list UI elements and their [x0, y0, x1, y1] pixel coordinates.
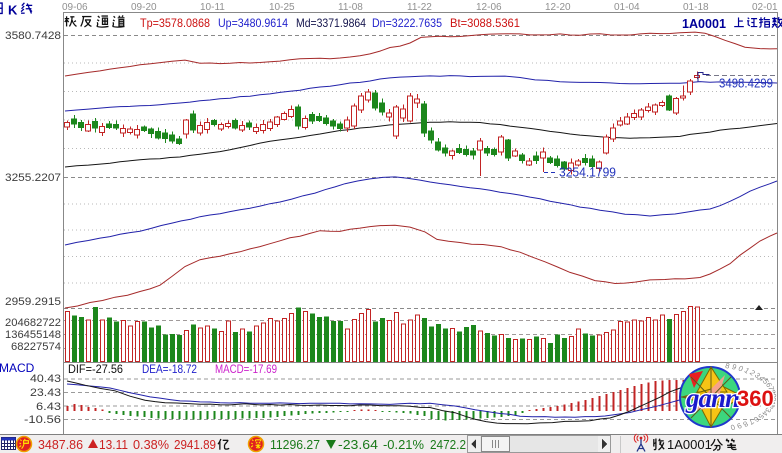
svg-text:2: 2	[766, 403, 776, 410]
svg-text:68227574: 68227574	[11, 341, 61, 353]
svg-text:MACD: MACD	[0, 361, 35, 375]
svg-text:7: 7	[766, 385, 776, 391]
svg-text:8: 8	[724, 361, 730, 371]
svg-text:09-20: 09-20	[131, 2, 157, 13]
svg-text:204682722: 204682722	[5, 317, 61, 329]
svg-text:01-18: 01-18	[683, 2, 709, 13]
svg-text:3: 3	[753, 371, 762, 380]
svg-text:13.11: 13.11	[99, 437, 128, 452]
svg-text:K: K	[8, 3, 18, 18]
svg-text:9: 9	[769, 393, 778, 397]
svg-text:136455148: 136455148	[5, 329, 61, 341]
svg-text:3255.2207: 3255.2207	[5, 172, 61, 184]
svg-text:Tp=3578.0868: Tp=3578.0868	[140, 16, 210, 30]
svg-text:2472.2: 2472.2	[430, 437, 466, 452]
svg-text:gann: gann	[685, 383, 739, 413]
svg-text:1A0001: 1A0001	[667, 437, 712, 452]
svg-text:1: 1	[768, 400, 778, 406]
svg-text:3487.86: 3487.86	[38, 437, 83, 452]
svg-text:1: 1	[743, 366, 752, 376]
svg-text:DEA=-18.72: DEA=-18.72	[142, 362, 197, 376]
svg-text:3580.7428: 3580.7428	[5, 30, 61, 42]
svg-text:12-06: 12-06	[476, 2, 502, 13]
svg-text:5: 5	[761, 378, 771, 386]
svg-text:9: 9	[731, 362, 738, 372]
svg-text:2959.2915: 2959.2915	[5, 296, 61, 308]
svg-text:Md=3371.9864: Md=3371.9864	[296, 16, 366, 30]
svg-text:9: 9	[735, 421, 743, 431]
svg-text:0: 0	[729, 422, 736, 432]
svg-text:-23.64: -23.64	[338, 437, 378, 452]
svg-text:09-06: 09-06	[62, 2, 88, 13]
svg-text:4: 4	[760, 409, 770, 417]
svg-text:5: 5	[756, 412, 766, 421]
svg-text:02-01: 02-01	[752, 2, 778, 13]
svg-text:10-11: 10-11	[200, 2, 225, 13]
svg-text:Bt=3088.5361: Bt=3088.5361	[450, 16, 520, 30]
svg-text:Up=3480.9614: Up=3480.9614	[218, 16, 288, 30]
svg-text:MACD=-17.69: MACD=-17.69	[215, 362, 277, 376]
svg-text:360: 360	[737, 386, 774, 411]
svg-text:2941.89: 2941.89	[174, 437, 216, 452]
svg-text:8: 8	[768, 389, 778, 395]
svg-text:6.43: 6.43	[36, 401, 61, 413]
svg-text:10-25: 10-25	[269, 2, 295, 13]
svg-text:3498.4299: 3498.4299	[719, 76, 773, 91]
svg-text:-10.56: -10.56	[24, 414, 61, 426]
svg-text:3254.1799: 3254.1799	[559, 165, 616, 180]
svg-text:01-04: 01-04	[614, 2, 640, 13]
svg-text:23.43: 23.43	[30, 387, 61, 399]
svg-text:12-20: 12-20	[545, 2, 571, 13]
svg-text:6: 6	[764, 381, 774, 388]
svg-text:40.43: 40.43	[30, 373, 61, 385]
svg-text:3: 3	[763, 406, 773, 413]
svg-text:0.38%: 0.38%	[133, 437, 169, 452]
svg-text:8: 8	[741, 419, 749, 429]
svg-text:1A0001: 1A0001	[682, 17, 726, 31]
svg-text:11296.27: 11296.27	[270, 437, 320, 452]
svg-text:4: 4	[757, 374, 767, 383]
svg-text:DIF=-27.56: DIF=-27.56	[68, 362, 123, 376]
svg-text:7: 7	[747, 417, 756, 427]
svg-text:11-22: 11-22	[407, 2, 432, 13]
svg-text:11-08: 11-08	[338, 2, 363, 13]
svg-text:0: 0	[737, 364, 745, 374]
svg-text:0: 0	[769, 397, 778, 402]
svg-text:2: 2	[748, 368, 757, 377]
svg-text:6: 6	[752, 415, 761, 424]
svg-text:Dn=3222.7635: Dn=3222.7635	[372, 16, 442, 30]
svg-text:-0.21%: -0.21%	[383, 437, 424, 452]
